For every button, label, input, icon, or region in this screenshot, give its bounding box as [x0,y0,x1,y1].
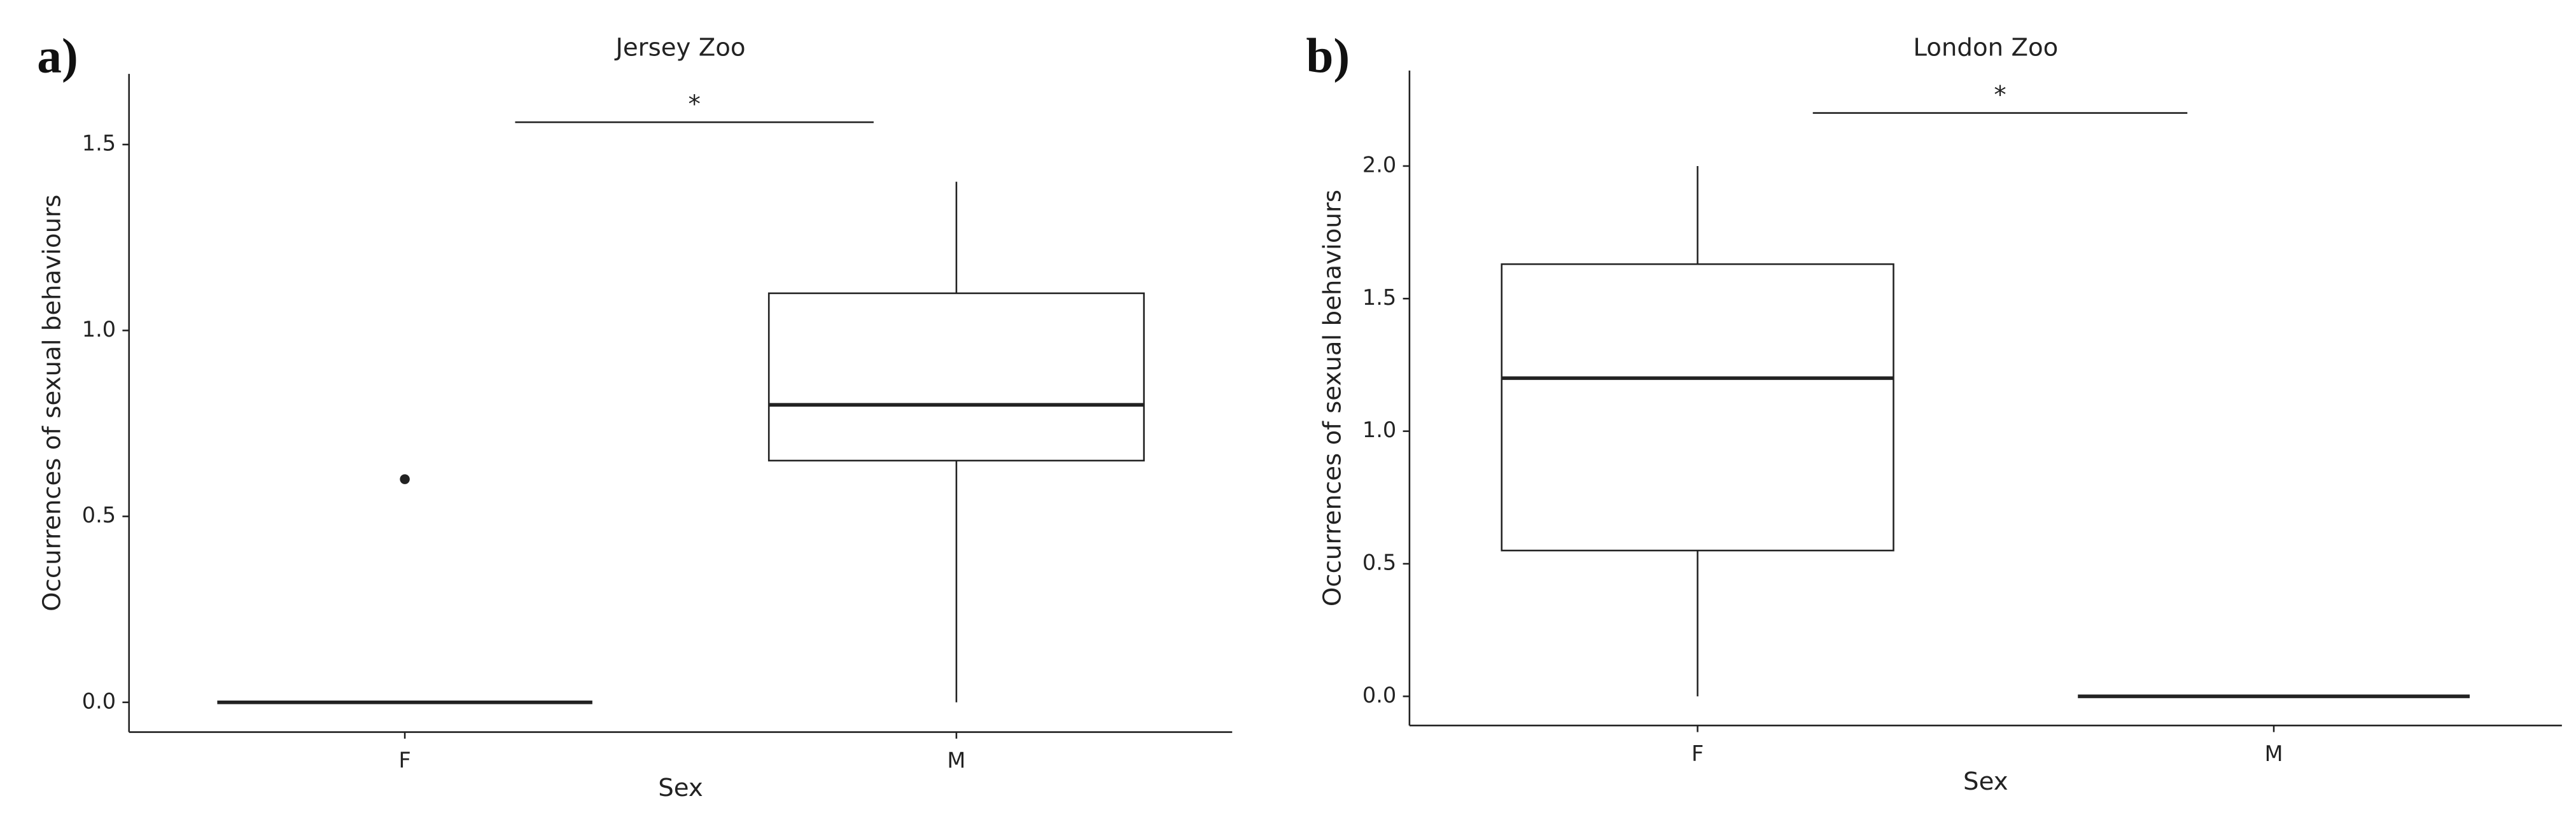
y-tick-label: 1.0 [82,317,116,342]
y-tick-label: 0.5 [1362,550,1396,575]
y-tick-label: 2.0 [1362,152,1396,177]
significance-label: * [689,90,701,119]
outlier [400,474,410,484]
box [767,292,1145,462]
panel-label: a) [37,29,78,83]
y-tick-label: 0.5 [82,503,116,527]
x-axis-label: Sex [658,774,703,802]
chart-title: London Zoo [1913,34,2058,62]
x-tick-label: F [1691,741,1704,766]
x-tick-label: M [947,748,965,772]
y-tick-label: 1.5 [1362,285,1396,310]
x-tick-label: F [398,748,410,772]
significance-label: * [1994,81,2006,109]
y-tick-label: 1.5 [82,131,116,156]
x-axis-label: Sex [1963,767,2008,796]
y-tick-label: 1.0 [1362,417,1396,442]
y-axis-label: Occurrences of sexual behaviours [1319,190,1347,606]
chart-panel: a) Jersey Zoo 0.0 0.5 1.0 1.5 Occurrences of s… [37,29,1233,802]
y-tick-label: 0.0 [82,688,116,713]
box [1501,263,1894,552]
y-tick-label: 0.0 [1362,683,1396,708]
panel-label: b) [1306,29,1350,83]
y-axis-label: Occurrences of sexual behaviours [38,195,66,611]
x-tick-label: M [2265,741,2283,766]
chart-title: Jersey Zoo [614,34,745,62]
chart-panel: b) London Zoo 0.0 0.5 1.0 1.5 2.0 Occurrences o… [1306,29,2562,796]
